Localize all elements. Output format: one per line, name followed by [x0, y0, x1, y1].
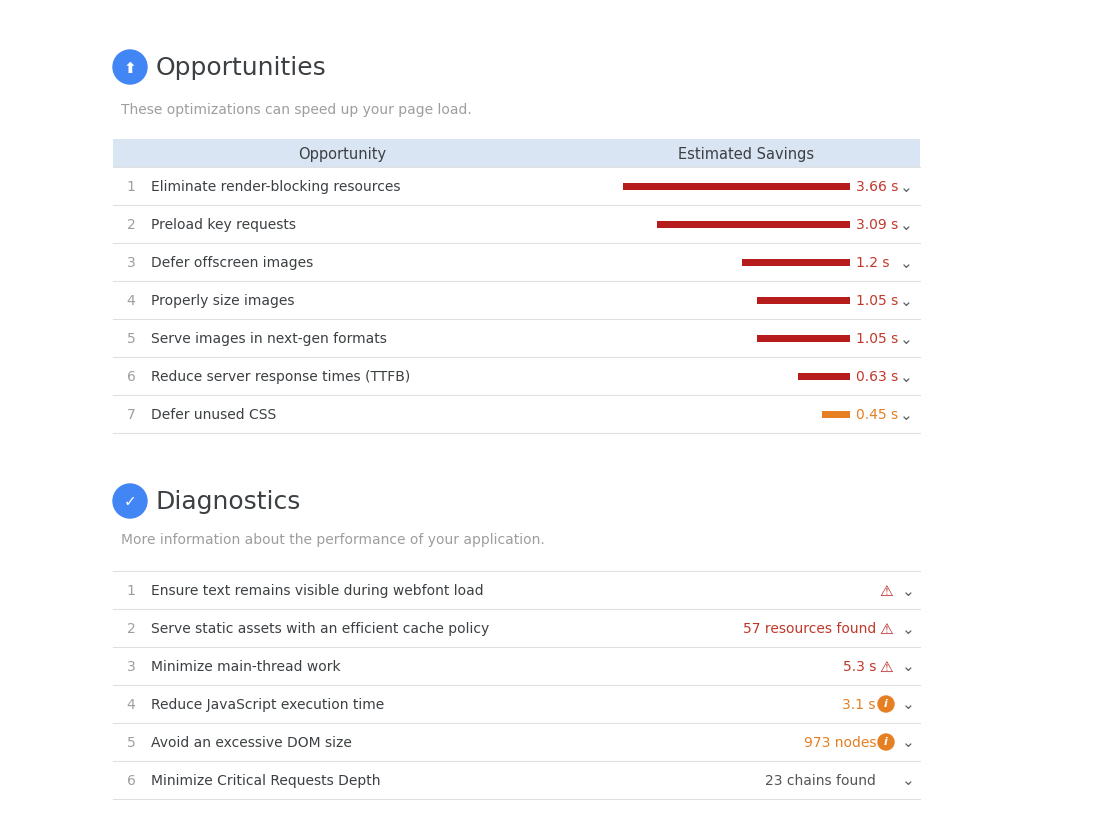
- Text: Serve static assets with an efficient cache policy: Serve static assets with an efficient ca…: [151, 621, 489, 635]
- Text: ⌄: ⌄: [902, 735, 914, 750]
- Text: 0.63 s: 0.63 s: [856, 370, 899, 384]
- Text: Avoid an excessive DOM size: Avoid an excessive DOM size: [151, 735, 352, 749]
- Text: 1: 1: [127, 180, 135, 194]
- Text: ⌄: ⌄: [902, 772, 914, 788]
- Text: ⌄: ⌄: [900, 255, 912, 270]
- Text: ⚠: ⚠: [880, 659, 893, 674]
- Text: Defer offscreen images: Defer offscreen images: [151, 256, 313, 270]
- Text: 57 resources found: 57 resources found: [743, 621, 876, 635]
- Text: Opportunity: Opportunity: [299, 146, 387, 161]
- Text: Opportunities: Opportunities: [156, 56, 327, 80]
- Text: i: i: [884, 737, 888, 747]
- Text: Minimize main-thread work: Minimize main-thread work: [151, 660, 340, 673]
- Text: 1: 1: [127, 584, 135, 597]
- Text: 973 nodes: 973 nodes: [804, 735, 876, 749]
- Text: ⌄: ⌄: [902, 621, 914, 635]
- Text: 1.2 s: 1.2 s: [856, 256, 890, 270]
- Text: ⌄: ⌄: [900, 217, 912, 232]
- Text: ⌄: ⌄: [900, 407, 912, 422]
- FancyBboxPatch shape: [741, 259, 850, 266]
- Text: Reduce server response times (TTFB): Reduce server response times (TTFB): [151, 370, 410, 384]
- Text: 0.45 s: 0.45 s: [856, 407, 898, 421]
- Text: ⌄: ⌄: [900, 369, 912, 384]
- Text: ⌄: ⌄: [900, 331, 912, 346]
- Text: Ensure text remains visible during webfont load: Ensure text remains visible during webfo…: [151, 584, 484, 597]
- Text: Serve images in next-gen formats: Serve images in next-gen formats: [151, 332, 387, 345]
- FancyBboxPatch shape: [657, 222, 850, 228]
- Text: Diagnostics: Diagnostics: [156, 489, 301, 513]
- Circle shape: [113, 484, 147, 518]
- Text: i: i: [884, 699, 888, 709]
- Text: 5: 5: [127, 332, 135, 345]
- Text: 3: 3: [127, 660, 135, 673]
- Text: Estimated Savings: Estimated Savings: [678, 146, 814, 161]
- Text: ⌄: ⌄: [900, 293, 912, 308]
- Text: ⬆: ⬆: [124, 60, 136, 75]
- Text: 23 chains found: 23 chains found: [765, 773, 876, 787]
- Text: Preload key requests: Preload key requests: [151, 217, 295, 232]
- Text: These optimizations can speed up your page load.: These optimizations can speed up your pa…: [122, 103, 472, 117]
- FancyBboxPatch shape: [113, 140, 920, 168]
- Circle shape: [113, 51, 147, 85]
- Text: 6: 6: [127, 773, 135, 787]
- Text: ⚠: ⚠: [880, 621, 893, 635]
- Text: 3.09 s: 3.09 s: [856, 217, 899, 232]
- Text: Reduce JavaScript execution time: Reduce JavaScript execution time: [151, 697, 385, 711]
- Text: 1.05 s: 1.05 s: [856, 332, 899, 345]
- Text: Properly size images: Properly size images: [151, 293, 294, 308]
- Text: ✓: ✓: [124, 494, 136, 509]
- Circle shape: [878, 734, 894, 750]
- FancyBboxPatch shape: [757, 297, 850, 304]
- Text: Eliminate render-blocking resources: Eliminate render-blocking resources: [151, 180, 400, 194]
- Text: More information about the performance of your application.: More information about the performance o…: [122, 533, 545, 547]
- Text: ⌄: ⌄: [900, 179, 912, 194]
- Text: 7: 7: [127, 407, 135, 421]
- Circle shape: [878, 696, 894, 712]
- Text: 3: 3: [127, 256, 135, 270]
- Text: 3.1 s: 3.1 s: [843, 697, 876, 711]
- Text: 6: 6: [127, 370, 135, 384]
- FancyBboxPatch shape: [757, 335, 850, 342]
- FancyBboxPatch shape: [798, 373, 850, 380]
- Text: 5: 5: [127, 735, 135, 749]
- Text: ⌄: ⌄: [902, 583, 914, 598]
- Text: 2: 2: [127, 217, 135, 232]
- FancyBboxPatch shape: [623, 183, 850, 191]
- Text: 3.66 s: 3.66 s: [856, 180, 899, 194]
- Text: 4: 4: [127, 697, 135, 711]
- Text: 2: 2: [127, 621, 135, 635]
- Text: 5.3 s: 5.3 s: [843, 660, 876, 673]
- Text: 1.05 s: 1.05 s: [856, 293, 899, 308]
- Text: ⚠: ⚠: [880, 583, 893, 598]
- Text: ⌄: ⌄: [902, 696, 914, 711]
- FancyBboxPatch shape: [822, 411, 850, 418]
- Text: Defer unused CSS: Defer unused CSS: [151, 407, 277, 421]
- Text: ⌄: ⌄: [902, 659, 914, 674]
- Text: Minimize Critical Requests Depth: Minimize Critical Requests Depth: [151, 773, 380, 787]
- Text: 4: 4: [127, 293, 135, 308]
